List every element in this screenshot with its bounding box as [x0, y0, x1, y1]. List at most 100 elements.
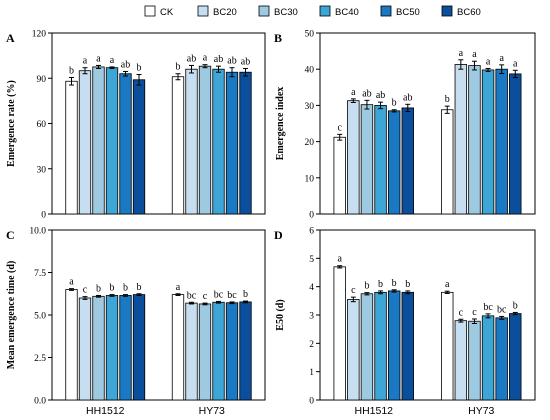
- significance-label: bc: [497, 304, 507, 315]
- bar-bc40-hy73: [481, 69, 495, 215]
- bar-bc40-hh1512: [374, 105, 387, 215]
- y-tick-label: 10: [305, 174, 315, 184]
- significance-label: b: [513, 300, 518, 311]
- y-tick-label: 120: [32, 30, 47, 40]
- legend-swatch: [258, 5, 270, 17]
- bar-bc20-hy73: [454, 320, 468, 401]
- bar-bc20-hh1512: [78, 297, 92, 401]
- y-tick-label: 7.5: [34, 269, 46, 279]
- bar-bc50-hy73: [495, 68, 508, 215]
- y-axis-label: Emergence rate (%): [6, 80, 17, 167]
- bar-bc50-hy73: [225, 302, 239, 401]
- bar-bc30-hh1512: [360, 104, 374, 215]
- x-category-label: HY73: [199, 405, 225, 417]
- bar-bc30-hy73: [198, 65, 212, 215]
- y-tick-label: 0: [309, 211, 314, 221]
- panel-c: 0.0 2.5 5.0 7.5 10.0 Mean emergence time (d) C…: [6, 227, 266, 417]
- bar-bc50-hh1512: [119, 73, 132, 215]
- bar-bc20-hy73: [185, 68, 198, 215]
- panel-letter: C: [6, 228, 15, 242]
- y-tick-label: 0: [309, 397, 314, 407]
- bar-bc40-hh1512: [105, 295, 119, 401]
- significance-label: a: [472, 49, 477, 60]
- y-tick-label: 6: [309, 227, 314, 237]
- significance-label: b: [445, 94, 450, 105]
- significance-label: c: [337, 122, 342, 133]
- y-tick-label: 3: [309, 312, 314, 322]
- y-tick-label: 4: [309, 283, 314, 293]
- significance-label: ab: [376, 90, 385, 101]
- bar-bc50-hh1512: [119, 295, 132, 401]
- bar-bc30-hy73: [468, 65, 481, 215]
- legend-item-bc20: BC20: [197, 5, 237, 18]
- bar-bc40-hh1512: [105, 67, 119, 215]
- panel-letter: A: [6, 31, 15, 45]
- bar-ck-hh1512: [65, 80, 78, 215]
- significance-label: a: [69, 277, 74, 288]
- bar-ck-hy73: [171, 76, 185, 215]
- y-tick-label: 2.5: [34, 354, 46, 364]
- bar-bc60-hh1512: [132, 294, 146, 401]
- y-tick-label: 2: [309, 340, 314, 350]
- significance-label: c: [351, 285, 356, 296]
- significance-label: a: [96, 53, 101, 64]
- significance-label: b: [110, 283, 115, 294]
- bar-bc40-hy73: [212, 301, 225, 401]
- legend-swatch: [144, 5, 156, 17]
- significance-label: a: [110, 55, 115, 66]
- legend-label: BC30: [274, 7, 298, 18]
- legend-swatch: [380, 5, 392, 17]
- significance-label: a: [445, 279, 450, 290]
- significance-label: a: [337, 254, 342, 265]
- bar-bc40-hy73: [212, 68, 225, 215]
- bar-bc20-hy73: [185, 302, 198, 401]
- panel-letter: D: [274, 228, 283, 242]
- bar-bc60-hh1512: [401, 107, 414, 215]
- x-category-label: HH1512: [86, 405, 125, 417]
- significance-label: c: [203, 291, 208, 302]
- significance-label: a: [486, 56, 491, 67]
- significance-label: bc: [187, 290, 197, 301]
- bar-bc60-hy73: [239, 301, 252, 401]
- bar-ck-hy73: [171, 294, 185, 401]
- significance-label: a: [176, 282, 181, 293]
- significance-label: a: [459, 48, 464, 59]
- significance-label: bc: [483, 302, 493, 313]
- y-tick-label: 90: [37, 75, 47, 85]
- legend-swatch: [197, 5, 209, 17]
- bar-bc30-hh1512: [92, 295, 105, 401]
- y-tick-label: 40: [305, 66, 315, 76]
- legend-label: BC60: [457, 7, 481, 18]
- significance-label: ab: [187, 53, 196, 64]
- significance-label: ab: [214, 54, 223, 65]
- significance-label: b: [243, 289, 248, 300]
- bar-bc60-hh1512: [401, 291, 414, 401]
- bar-ck-hh1512: [333, 266, 346, 401]
- bar-bc30-hh1512: [360, 293, 374, 401]
- significance-label: b: [137, 62, 142, 73]
- bar-bc30-hh1512: [92, 66, 105, 215]
- axes-frame: [319, 32, 536, 215]
- y-axis-label: Emergence index: [275, 87, 286, 161]
- significance-label: c: [83, 285, 88, 296]
- y-tick-label: 50: [305, 30, 315, 40]
- significance-label: b: [123, 283, 128, 294]
- significance-label: ab: [121, 59, 130, 70]
- significance-label: bc: [214, 289, 224, 300]
- significance-label: a: [83, 56, 88, 67]
- bar-bc20-hh1512: [78, 70, 92, 215]
- bar-ck-hy73: [441, 291, 454, 401]
- significance-label: b: [364, 281, 369, 292]
- bar-bc50-hh1512: [387, 110, 401, 215]
- bar-bc20-hh1512: [347, 100, 360, 215]
- y-tick-label: 30: [37, 165, 47, 175]
- bar-bc30-hy73: [468, 320, 481, 401]
- bar-bc60-hy73: [239, 71, 252, 215]
- legend-item-bc40: BC40: [319, 5, 359, 18]
- bar-bc50-hy73: [225, 71, 239, 215]
- y-tick-label: 20: [305, 138, 315, 148]
- significance-label: bc: [227, 290, 237, 301]
